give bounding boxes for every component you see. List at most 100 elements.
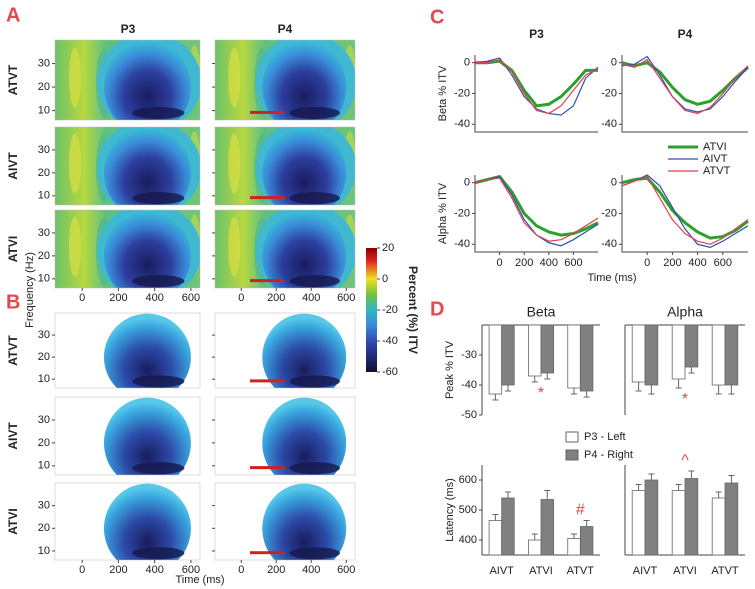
heatmap bbox=[215, 313, 355, 388]
blob bbox=[103, 397, 191, 475]
series-line bbox=[475, 58, 599, 115]
series-line bbox=[621, 175, 749, 245]
error-bar bbox=[648, 385, 655, 395]
y-tick-label: 20 bbox=[38, 437, 50, 449]
y-tick-label: 20 bbox=[38, 522, 50, 534]
error-bar bbox=[635, 484, 642, 491]
colorbar-tick-label: -40 bbox=[382, 335, 398, 347]
y-tick-label: 30 bbox=[38, 227, 50, 239]
streak bbox=[228, 216, 241, 277]
x-tick-label: 0 bbox=[497, 257, 503, 269]
row-label: ATVT bbox=[6, 335, 20, 366]
y-tick-label: 30 bbox=[38, 57, 50, 69]
frame bbox=[214, 209, 356, 289]
blob bbox=[262, 483, 347, 560]
axis bbox=[474, 55, 598, 133]
heatmap bbox=[215, 483, 355, 560]
colorbar-tick-label: -60 bbox=[382, 366, 398, 378]
x-tick-label: 0 bbox=[79, 292, 85, 304]
heatmap bbox=[215, 397, 355, 475]
x-tick-label: 200 bbox=[109, 292, 127, 304]
error-bar bbox=[492, 394, 499, 401]
series-line bbox=[621, 174, 749, 249]
y-tick-label: -20 bbox=[601, 207, 617, 219]
colorbar bbox=[366, 248, 377, 372]
series-line bbox=[474, 177, 599, 242]
heatmap bbox=[215, 210, 355, 288]
error-bar bbox=[675, 379, 682, 389]
bar bbox=[540, 499, 554, 556]
bar bbox=[579, 526, 594, 556]
bar bbox=[579, 324, 594, 392]
colorbar-tick-label: 0 bbox=[382, 273, 388, 285]
x-tick-label: 400 bbox=[146, 292, 164, 304]
panel-label: C bbox=[430, 6, 444, 28]
red-streak bbox=[250, 279, 285, 283]
y-tick-label: 20 bbox=[38, 351, 50, 363]
y-tick-label: -20 bbox=[454, 207, 470, 219]
y-tick-label: 20 bbox=[38, 81, 50, 93]
panel-label: B bbox=[6, 291, 20, 313]
blob-core bbox=[289, 462, 340, 475]
error-bar bbox=[544, 490, 551, 500]
y-tick-label: 500 bbox=[459, 504, 477, 516]
blob bbox=[103, 40, 191, 120]
frame bbox=[54, 396, 201, 476]
blob-core bbox=[132, 106, 185, 119]
error-bar bbox=[728, 385, 735, 395]
x-tick-label: 400 bbox=[302, 564, 320, 576]
x-tick-label: 200 bbox=[267, 292, 285, 304]
bar bbox=[540, 324, 554, 374]
error-bar bbox=[715, 491, 722, 498]
y-axis-label: Latency (ms) bbox=[444, 478, 456, 542]
blob-core bbox=[289, 547, 340, 560]
blob bbox=[262, 127, 347, 205]
legend-label: P4 - Right bbox=[584, 449, 633, 461]
row-label: ATVI bbox=[6, 508, 20, 534]
x-tick-label: 0 bbox=[238, 292, 244, 304]
streak bbox=[68, 133, 81, 194]
annotation: # bbox=[576, 502, 585, 519]
y-tick-label: 30 bbox=[38, 500, 50, 512]
x-tick-label: 400 bbox=[146, 564, 164, 576]
y-tick-label: -40 bbox=[454, 118, 470, 130]
y-tick-label: -30 bbox=[461, 349, 477, 361]
blob bbox=[103, 127, 191, 205]
y-tick-label: -40 bbox=[461, 379, 477, 391]
error-bar bbox=[648, 473, 655, 480]
colorbar-tick-label: 20 bbox=[382, 242, 394, 254]
y-tick-label: 10 bbox=[38, 273, 50, 285]
y-tick-label: -40 bbox=[601, 118, 617, 130]
x-tick-label: 200 bbox=[663, 257, 681, 269]
row-label: AIVT bbox=[6, 422, 20, 450]
row-label: AIVT bbox=[6, 152, 20, 180]
bar bbox=[631, 324, 646, 383]
error-bar bbox=[688, 470, 695, 479]
y-tick-label: 600 bbox=[459, 474, 477, 486]
blob-core bbox=[132, 275, 185, 288]
panel-label: D bbox=[430, 298, 444, 320]
error-bar bbox=[492, 514, 499, 521]
blob-core bbox=[289, 106, 340, 119]
heatmap bbox=[215, 40, 355, 120]
bar bbox=[567, 324, 581, 389]
x-tick-label: 600 bbox=[714, 257, 732, 269]
red-streak bbox=[250, 379, 285, 383]
bar bbox=[567, 538, 581, 556]
x-tick-label: 0 bbox=[238, 564, 244, 576]
error-bar bbox=[728, 475, 735, 483]
x-tick-label: ATVT bbox=[711, 565, 739, 577]
x-tick-label: ATVT bbox=[567, 565, 595, 577]
heatmap bbox=[55, 127, 200, 205]
error-bar bbox=[504, 385, 511, 392]
panel-label: A bbox=[6, 4, 20, 26]
bar bbox=[724, 324, 739, 386]
x-axis-label: Time (ms) bbox=[175, 574, 224, 586]
y-tick-label: -40 bbox=[601, 238, 617, 250]
frame bbox=[214, 482, 356, 561]
bar bbox=[684, 478, 699, 556]
axis bbox=[621, 55, 748, 133]
x-tick-label: 400 bbox=[688, 257, 706, 269]
chart-title: P3 bbox=[529, 27, 544, 41]
